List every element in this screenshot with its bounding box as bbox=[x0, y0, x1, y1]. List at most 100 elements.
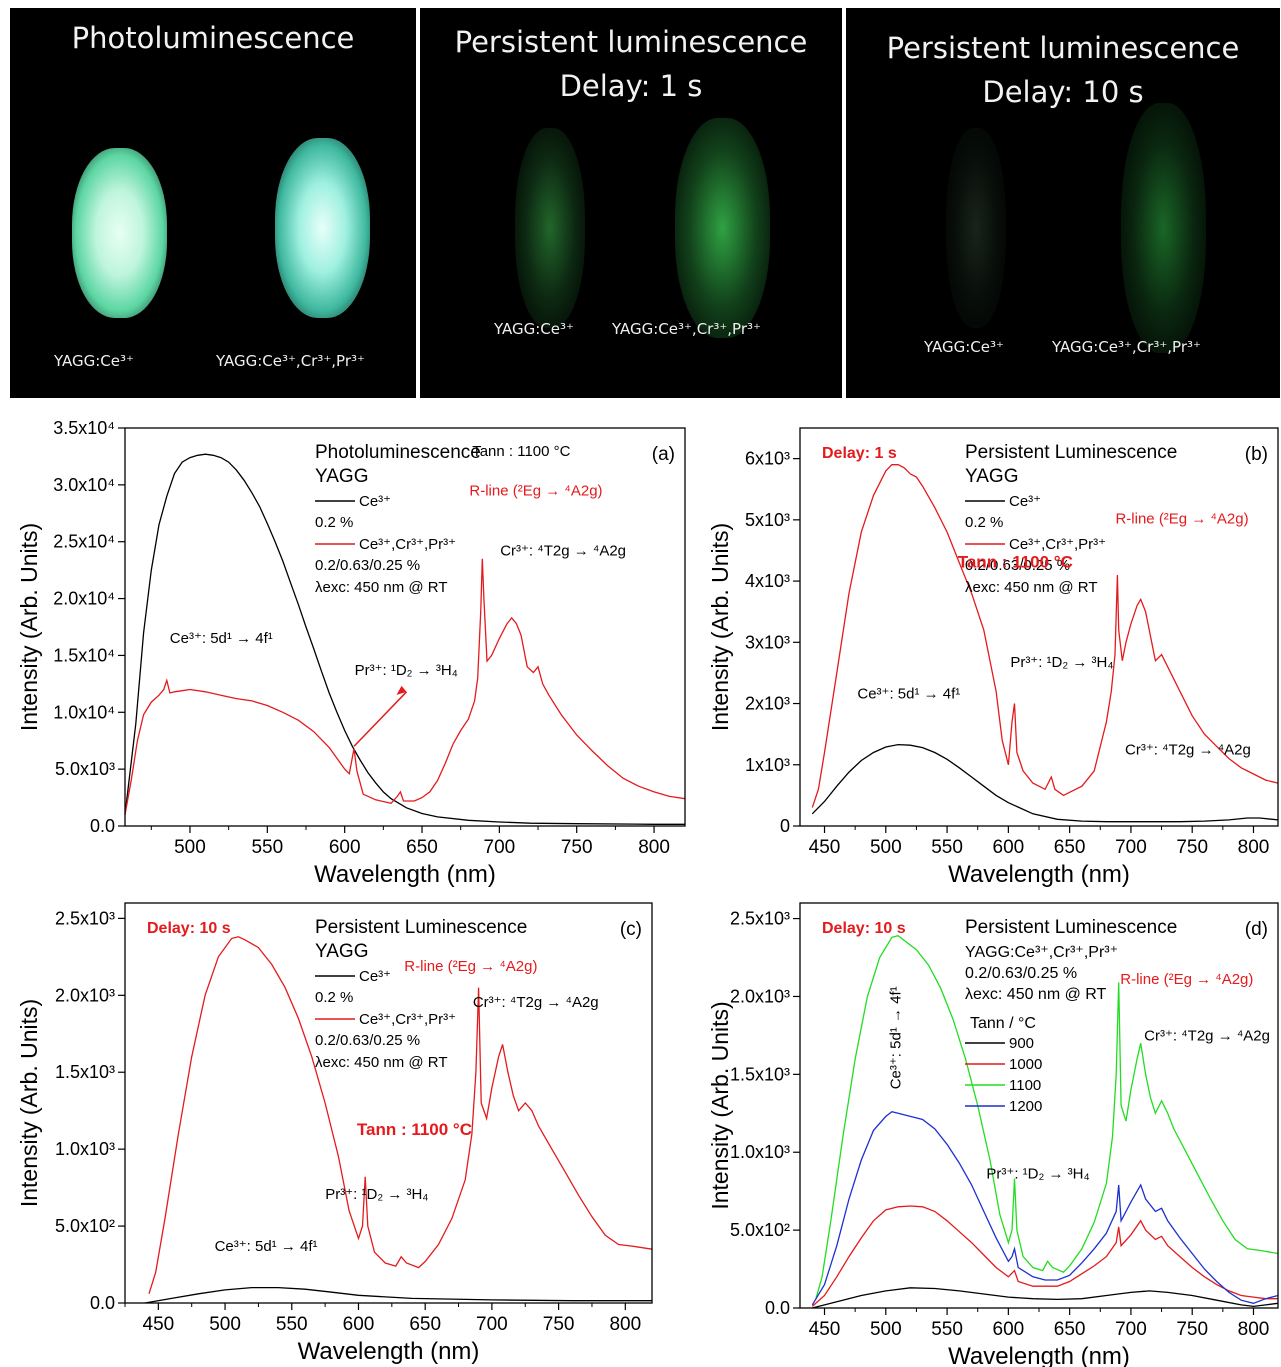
y-tick-label: 1.5x10³ bbox=[55, 1062, 115, 1082]
y-tick-label: 1.0x10³ bbox=[55, 1139, 115, 1159]
x-tick-label: 700 bbox=[476, 1314, 508, 1335]
x-tick-label: 550 bbox=[931, 837, 963, 858]
legend-entry-sub: 0.2/0.63/0.25 % bbox=[315, 1032, 420, 1049]
chart-svg: 500 550 600 650 700 750 800 0.0 5.0x10³ 1.0x10⁴ 1.… bbox=[16, 418, 686, 888]
series-line-Ce³⁺ bbox=[124, 453, 685, 825]
y-tick-label: 6x10³ bbox=[745, 449, 790, 469]
x-tick-label: 450 bbox=[809, 837, 841, 858]
x-tick-label: 450 bbox=[143, 1314, 175, 1335]
y-tick-label: 5x10³ bbox=[745, 510, 790, 530]
y-tick-label: 2.5x10³ bbox=[55, 908, 115, 928]
x-tick-label: 600 bbox=[993, 837, 1025, 858]
x-tick-label: 550 bbox=[276, 1314, 308, 1335]
legend-entry: Ce³⁺,Cr³⁺,Pr³⁺ bbox=[359, 536, 456, 553]
legend-text: YAGG:Ce³⁺,Cr³⁺,Pr³⁺ bbox=[965, 944, 1118, 961]
annotation: Ce³⁺: 5d¹ → 4f¹ bbox=[857, 686, 960, 703]
y-tick-label: 0.0 bbox=[90, 816, 115, 836]
x-tick-label: 750 bbox=[543, 1314, 575, 1335]
annotation: R-line (²Eg → ⁴A2g) bbox=[404, 958, 537, 975]
x-tick-label: 750 bbox=[1176, 837, 1208, 858]
x-tick-label: 500 bbox=[870, 1319, 902, 1340]
photo-title: Persistent luminescence Delay: 1 s bbox=[454, 25, 808, 103]
sample-label-yagg-ce-cr-pr: YAGG:Ce³⁺,Cr³⁺,Pr³⁺ bbox=[612, 320, 761, 338]
x-tick-label: 700 bbox=[484, 837, 516, 858]
panel-label: (c) bbox=[620, 919, 642, 940]
y-axis-label: Intensity (Arb. Units) bbox=[16, 999, 42, 1207]
legend-text: YAGG bbox=[315, 941, 369, 962]
legend-entry: Ce³⁺,Cr³⁺,Pr³⁺ bbox=[1009, 536, 1106, 553]
legend-text: Persistent Luminescence bbox=[965, 442, 1177, 463]
chart-panel-c: 450 500 550 600 650 700 750 800 0.0 5.0x10² 1.0x10… bbox=[0, 888, 700, 1367]
y-tick-label: 2.0x10⁴ bbox=[53, 589, 115, 609]
sample-label-yagg-ce-cr-pr: YAGG:Ce³⁺,Cr³⁺,Pr³⁺ bbox=[1052, 338, 1201, 356]
annotation: Pr³⁺: ¹D₂ → ³H₄ bbox=[325, 1186, 428, 1203]
y-tick-label: 5.0x10² bbox=[55, 1216, 115, 1236]
y-tick-label: 2.5x10⁴ bbox=[53, 532, 115, 552]
annotation: Tann : 1100 °C bbox=[357, 1120, 472, 1139]
chart-svg: 450 500 550 600 650 700 750 800 0.0 5.0x10² 1.0x10… bbox=[16, 902, 653, 1365]
panel-label: (d) bbox=[1245, 919, 1268, 940]
sample-glow-right bbox=[675, 118, 770, 338]
panel-label: (a) bbox=[652, 444, 675, 465]
chart-panel-d: 450 500 550 600 650 700 750 800 0.0 5.0x10² 1.0x10… bbox=[700, 888, 1281, 1367]
sample-glow-left bbox=[946, 128, 1006, 328]
sample-glow-right bbox=[1121, 103, 1206, 353]
chart-panel-a: 500 550 600 650 700 750 800 0.0 5.0x10³ 1.0x10⁴ 1.… bbox=[0, 400, 700, 890]
sample-glow-left bbox=[515, 128, 585, 328]
sample-label-yagg-ce: YAGG:Ce³⁺ bbox=[494, 320, 574, 338]
legend-entry-sub: 0.2/0.63/0.25 % bbox=[965, 557, 1070, 574]
legend-entry: Ce³⁺ bbox=[359, 968, 391, 985]
x-tick-label: 750 bbox=[1176, 1319, 1208, 1340]
x-tick-label: 650 bbox=[406, 837, 438, 858]
x-tick-label: 600 bbox=[343, 1314, 375, 1335]
annotation: R-line (²Eg → ⁴A2g) bbox=[1120, 971, 1253, 988]
legend-title: Tann / °C bbox=[970, 1015, 1036, 1032]
y-tick-label: 3x10³ bbox=[745, 632, 790, 652]
x-tick-label: 650 bbox=[1054, 837, 1086, 858]
annotation: Tann : 1100 °C bbox=[958, 552, 1073, 571]
legend-text: Persistent Luminescence bbox=[315, 917, 527, 938]
series-line-Ce³⁺,Cr³⁺,Pr³⁺ bbox=[124, 558, 686, 815]
series-line-Ce³⁺ bbox=[144, 1286, 652, 1304]
y-axis-label: Intensity (Arb. Units) bbox=[707, 1001, 733, 1209]
x-axis-label: Wavelength (nm) bbox=[314, 861, 496, 888]
legend-footer: λexc: 450 nm @ RT bbox=[315, 1054, 448, 1071]
annotation: Ce³⁺: 5d¹ → 4f¹ bbox=[170, 630, 273, 647]
x-tick-label: 550 bbox=[251, 837, 283, 858]
annotation: R-line (²Eg → ⁴A2g) bbox=[469, 483, 602, 500]
y-tick-label: 2x10³ bbox=[745, 694, 790, 714]
y-tick-label: 0.0 bbox=[765, 1298, 790, 1318]
chart-svg: 450 500 550 600 650 700 750 800 0 1x10³ 2x10³ 3x10³… bbox=[707, 427, 1279, 888]
plot-frame bbox=[124, 427, 686, 827]
persistent-1s-photo: Persistent luminescence Delay: 1 s YAGG:… bbox=[420, 8, 842, 398]
legend-text: Photoluminescence bbox=[315, 442, 481, 463]
y-tick-label: 5.0x10² bbox=[730, 1220, 790, 1240]
sample-label-yagg-ce: YAGG:Ce³⁺ bbox=[54, 352, 134, 370]
legend-text: λexc: 450 nm @ RT bbox=[965, 986, 1107, 1003]
x-tick-label: 700 bbox=[1115, 837, 1147, 858]
series-line-1100 bbox=[815, 934, 1279, 1299]
legend-entry: Ce³⁺,Cr³⁺,Pr³⁺ bbox=[359, 1011, 456, 1028]
delay-label: Delay: 1 s bbox=[822, 445, 897, 462]
x-tick-label: 600 bbox=[993, 1319, 1025, 1340]
legend-entry-sub: 0.2 % bbox=[315, 989, 353, 1006]
legend-text: Persistent Luminescence bbox=[965, 917, 1177, 938]
photoluminescence-photo: Photoluminescence YAGG:Ce³⁺ YAGG:Ce³⁺,Cr… bbox=[10, 8, 416, 398]
sample-label-yagg-ce-cr-pr: YAGG:Ce³⁺,Cr³⁺,Pr³⁺ bbox=[216, 352, 365, 370]
legend-text: YAGG bbox=[315, 466, 369, 487]
legend-entry-sub: 0.2 % bbox=[315, 514, 353, 531]
photo-title: Persistent luminescence Delay: 10 s bbox=[886, 31, 1240, 109]
y-axis-label: Intensity (Arb. Units) bbox=[707, 523, 733, 731]
sample-label-yagg-ce: YAGG:Ce³⁺ bbox=[924, 338, 1004, 356]
x-tick-label: 650 bbox=[1054, 1319, 1086, 1340]
panel-label: (b) bbox=[1245, 444, 1268, 465]
legend-text: 0.2/0.63/0.25 % bbox=[965, 965, 1077, 982]
annotation: Cr³⁺: ⁴T2g → ⁴A2g bbox=[1125, 741, 1251, 758]
sample-glow-left bbox=[72, 148, 167, 318]
annotation: Pr³⁺: ¹D₂ → ³H₄ bbox=[986, 1165, 1089, 1182]
annotation-arrowhead bbox=[396, 685, 407, 695]
x-axis-label: Wavelength (nm) bbox=[948, 861, 1130, 888]
x-tick-label: 500 bbox=[209, 1314, 241, 1335]
annotation: Cr³⁺: ⁴T2g → ⁴A2g bbox=[473, 994, 599, 1011]
y-tick-label: 1.5x10³ bbox=[730, 1064, 790, 1084]
